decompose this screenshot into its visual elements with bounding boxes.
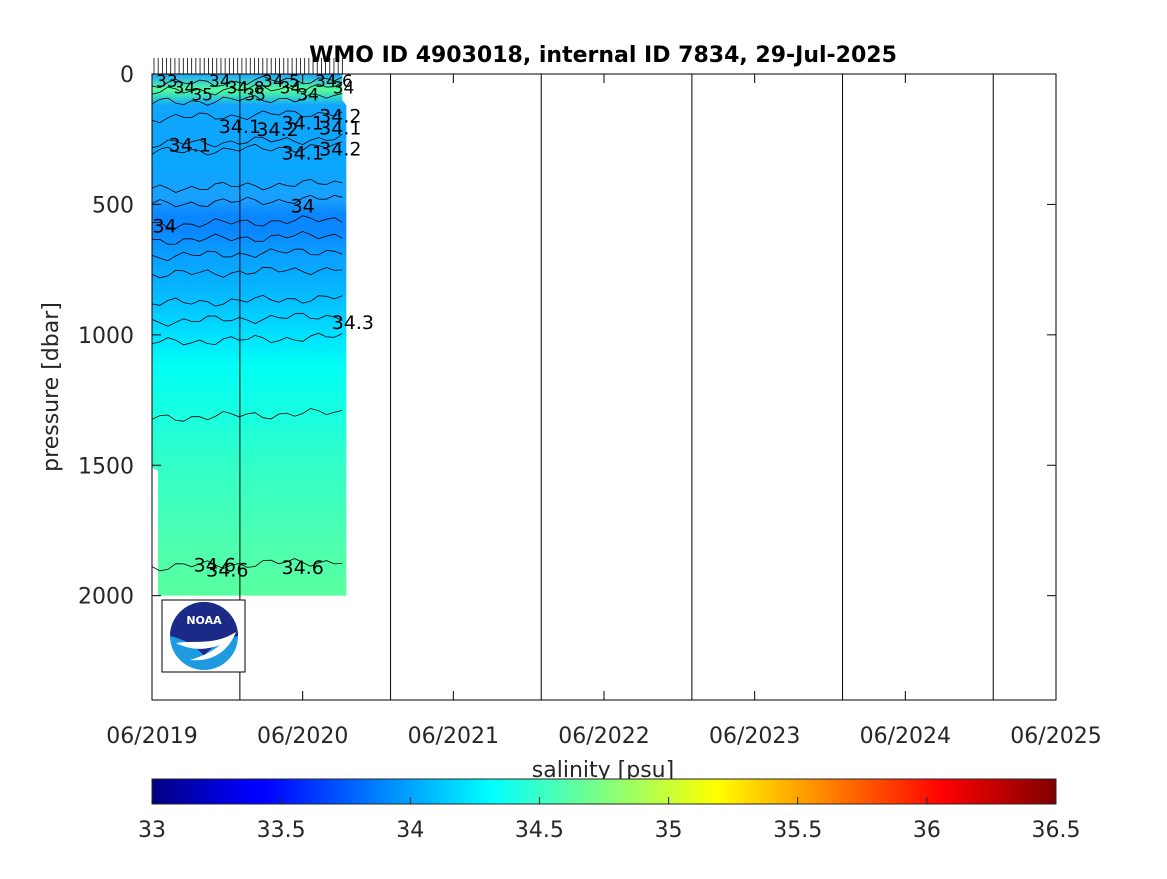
contour-line — [152, 230, 343, 245]
contour-line — [152, 215, 343, 229]
colorbar-tick-label: 34 — [396, 818, 424, 843]
y-tick-label: 1000 — [78, 324, 134, 349]
y-tick-label: 500 — [92, 193, 134, 218]
contour-label: 34.6 — [194, 554, 236, 576]
x-tick-label: 06/2025 — [1010, 724, 1101, 749]
y-tick-label: 0 — [120, 63, 134, 88]
logo-navy-half — [170, 602, 238, 656]
colorbar — [151, 778, 1057, 805]
chart-title: WMO ID 4903018, internal ID 7834, 29-Jul… — [309, 43, 897, 68]
colorbar-tick-label: 35.5 — [773, 818, 822, 843]
contour-line — [152, 110, 343, 124]
y-tick-label: 1500 — [78, 454, 134, 479]
contour-label: 34.1 — [319, 117, 361, 139]
contour-label: 34 — [152, 215, 176, 237]
x-tick-label: 06/2024 — [860, 724, 951, 749]
contour-line — [152, 248, 343, 262]
surface-contour-label: 34 — [333, 79, 355, 99]
contour-line — [152, 75, 343, 89]
profile-tick-marks — [153, 58, 343, 74]
contour-line — [152, 266, 343, 279]
year-separator-lines — [239, 74, 994, 700]
contour-lines — [152, 75, 343, 572]
salinity-fill — [152, 74, 347, 596]
y-tick-label: 2000 — [78, 585, 134, 610]
surface-contour-label: 34.6 — [315, 72, 353, 92]
colorbar-tick-label: 36 — [913, 818, 941, 843]
contour-label: 34.2 — [256, 119, 298, 141]
contour-line — [152, 312, 343, 327]
salinity-field: 34.134.134.234.134.234.134.134.2343434.3… — [152, 72, 374, 596]
contour-line — [152, 332, 343, 346]
colorbar-ticks: 33 33.5 34 34.5 35 35.5 36 36.5 — [138, 797, 1080, 843]
contour-line — [152, 93, 343, 106]
y-axis-label: pressure [dbar] — [39, 302, 64, 472]
contour-label: 34.2 — [319, 138, 361, 160]
contour-label: 34.1 — [282, 112, 324, 134]
x-tick-label: 06/2020 — [257, 724, 348, 749]
colorbar-tick-label: 36.5 — [1032, 818, 1081, 843]
x-tick-label: 06/2021 — [408, 724, 499, 749]
x-tick-label: 06/2019 — [106, 724, 197, 749]
y-axis-ticks: 0 500 1000 1500 2000 — [78, 63, 1056, 610]
contour-line — [152, 194, 343, 208]
contour-label: 34.6 — [282, 557, 324, 579]
logo-gull — [176, 632, 236, 661]
contour-line — [152, 558, 343, 572]
surface-contour-label: 34 — [297, 85, 319, 105]
colorbar-tick-label: 35 — [655, 818, 683, 843]
surface-contour-label: 35 — [244, 85, 266, 105]
surface-contour-label: 33 — [156, 72, 178, 92]
contour-line — [152, 133, 343, 149]
contour-line — [152, 178, 343, 193]
contour-label: 34 — [291, 196, 315, 218]
x-tick-label: 06/2022 — [558, 724, 649, 749]
contour-label: 34.2 — [319, 106, 361, 128]
surface-contour-label: 34 — [209, 72, 231, 92]
noaa-logo: NOAA — [161, 599, 246, 673]
contour-label: 34.6 — [206, 560, 248, 582]
contour-label: 34.1 — [169, 134, 211, 156]
surface-contour-label: 34.5 — [262, 72, 300, 92]
surface-contour-label: 35 — [191, 85, 213, 105]
surface-contour-label: 34 — [280, 79, 302, 99]
colorbar-tick-label: 33.5 — [257, 818, 306, 843]
colorbar-tick-label: 34.5 — [515, 818, 564, 843]
contour-label: 34.3 — [332, 312, 374, 334]
plot-frame — [151, 73, 1057, 701]
contour-line — [152, 408, 343, 422]
surface-contour-label: 34.8 — [227, 79, 265, 99]
contour-label: 34.1 — [282, 142, 324, 164]
contour-line — [152, 81, 343, 96]
colorbar-tick-label: 33 — [138, 818, 166, 843]
contour-line — [152, 141, 343, 156]
surface-contour-label: 34 — [174, 79, 196, 99]
x-tick-label: 06/2023 — [709, 724, 800, 749]
contour-labels: 34.134.134.234.134.234.134.134.2343434.3… — [152, 106, 374, 582]
logo-text: NOAA — [186, 614, 222, 627]
contour-line — [152, 294, 343, 307]
